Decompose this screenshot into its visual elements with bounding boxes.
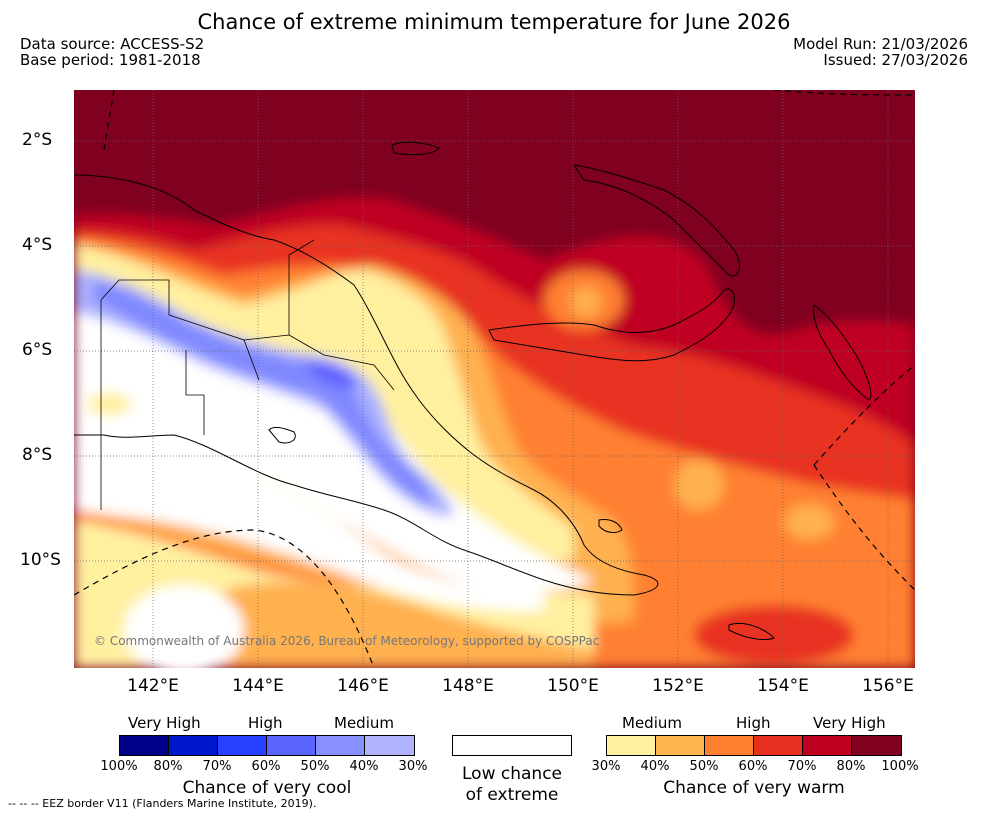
- eez-borders: [74, 90, 915, 668]
- low-chance-caption-1: Low chance: [462, 764, 562, 784]
- cool-swatch-80-70: [168, 735, 219, 756]
- base-period-label: Base period: 1981-2018: [20, 51, 201, 69]
- warm-swatch-80-100: [851, 735, 902, 756]
- louisiade-islands: [728, 623, 775, 641]
- warm-swatch-70-80: [802, 735, 853, 756]
- lon-label-146e: 146°E: [337, 676, 389, 696]
- warm-level-medium: Medium: [622, 714, 682, 732]
- south-warm-50-region: [224, 581, 594, 668]
- new-ireland-coast: [572, 164, 740, 277]
- warm-tick: 70%: [787, 759, 817, 774]
- west-yellow-patch: [87, 392, 131, 416]
- low-chance-region: [74, 310, 594, 592]
- forecast-map[interactable]: © Commonwealth of Australia 2026, Bureau…: [74, 90, 915, 668]
- fly-river-delta: [268, 426, 296, 444]
- lon-label-150e: 150°E: [547, 676, 599, 696]
- new-britain-coast: [488, 288, 735, 362]
- cool-tick: 100%: [100, 759, 138, 774]
- cool-swatch-60-50: [266, 735, 317, 756]
- warm-swatch-60-70: [753, 735, 804, 756]
- lon-label-142e: 142°E: [127, 676, 179, 696]
- warm-tick: 60%: [738, 759, 768, 774]
- coastlines: [74, 141, 872, 641]
- cool-tick: 60%: [251, 759, 281, 774]
- lat-label-2s: 2°S: [22, 130, 53, 150]
- cool-level-very-high: Very High: [128, 714, 201, 732]
- cool-40-region: [94, 280, 431, 505]
- warm-hotspot-core: [571, 287, 601, 317]
- warm-swatch-50-60: [704, 735, 755, 756]
- lon-label-148e: 148°E: [442, 676, 494, 696]
- model-run-label: Model Run: 21/03/2026: [793, 35, 968, 53]
- map-title: Chance of extreme minimum temperature fo…: [197, 10, 791, 34]
- lon-label-144e: 144°E: [232, 676, 284, 696]
- manus-island-coast: [391, 141, 440, 156]
- warm-tick: 50%: [689, 759, 719, 774]
- warm-tick: 80%: [836, 759, 866, 774]
- warm-swatch-30-40: [606, 735, 657, 756]
- cool-tick: 40%: [349, 759, 379, 774]
- warm-tick: 30%: [591, 759, 621, 774]
- province-borders: [100, 239, 395, 510]
- issued-label: Issued: 27/03/2026: [823, 51, 968, 69]
- new-guinea-coast: [74, 174, 659, 596]
- lat-label-4s: 4°S: [22, 235, 53, 255]
- lon-label-152e: 152°E: [652, 676, 704, 696]
- bougainville-coast: [813, 304, 872, 401]
- warm-tick: 40%: [640, 759, 670, 774]
- cool-tick: 80%: [153, 759, 183, 774]
- low-chance-caption-2: of extreme: [465, 785, 559, 805]
- low-chance-swatch: [452, 735, 572, 756]
- cool-50-region: [304, 360, 359, 388]
- data-source-label: Data source: ACCESS-S2: [20, 35, 205, 53]
- warm-swatch-40-50: [655, 735, 706, 756]
- cool-legend-caption: Chance of very cool: [182, 778, 352, 798]
- lat-label-10s: 10°S: [20, 550, 61, 570]
- cool-swatch-100-80: [119, 735, 170, 756]
- cool-level-medium: Medium: [334, 714, 394, 732]
- lat-label-8s: 8°S: [22, 445, 53, 465]
- east-warm-50-patch-2: [784, 504, 834, 540]
- lon-label-154e: 154°E: [757, 676, 809, 696]
- cool-tick: 70%: [202, 759, 232, 774]
- cool-tick: 50%: [300, 759, 330, 774]
- dentrecasteaux-islands: [598, 519, 623, 534]
- low-chance-south-region: [74, 435, 544, 611]
- east-warm-50-patch-1: [674, 460, 724, 510]
- southeast-warm-70-region: [694, 605, 854, 665]
- lat-label-6s: 6°S: [22, 340, 53, 360]
- warm-legend-caption: Chance of very warm: [663, 778, 845, 798]
- cool-swatch-70-60: [217, 735, 268, 756]
- cool-swatch-50-40: [315, 735, 366, 756]
- lon-label-156e: 156°E: [862, 676, 914, 696]
- cool-tick: 30%: [398, 759, 428, 774]
- warm-level-high: High: [736, 714, 771, 732]
- copyright-text: © Commonwealth of Australia 2026, Bureau…: [94, 634, 599, 648]
- cool-level-high: High: [248, 714, 283, 732]
- warm-tick: 100%: [881, 759, 919, 774]
- map-canvas: © Commonwealth of Australia 2026, Bureau…: [74, 90, 915, 668]
- eez-border-note: -- -- -- EEZ border V11 (Flanders Marine…: [8, 797, 317, 810]
- southwest-low-chance: [124, 585, 244, 668]
- cool-swatch-40-30: [364, 735, 415, 756]
- warm-level-very-high: Very High: [813, 714, 886, 732]
- graticule: [74, 90, 915, 668]
